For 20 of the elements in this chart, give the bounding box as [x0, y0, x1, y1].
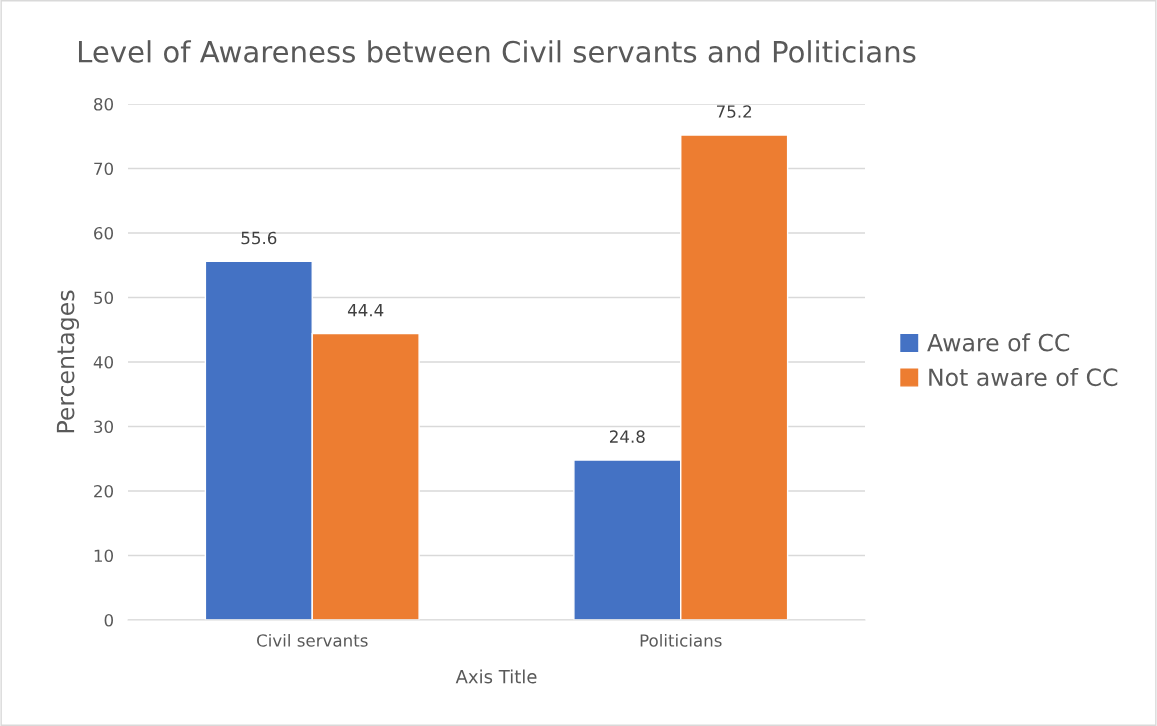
data-label: 75.2 — [716, 105, 752, 118]
y-tick-label: 70 — [94, 162, 113, 176]
x-tick-label: Civil servants — [257, 633, 368, 647]
y-tick-label: 60 — [94, 226, 113, 240]
y-tick-label: 0 — [104, 613, 113, 627]
data-label: 44.4 — [347, 304, 384, 317]
legend-label: Not aware of CC — [929, 367, 1118, 387]
data-label: 24.8 — [609, 430, 645, 443]
x-tick-label: Politicians — [640, 633, 722, 647]
y-tick-label: 10 — [94, 549, 113, 563]
data-label: 55.6 — [241, 231, 277, 245]
y-tick-label: 20 — [94, 484, 113, 498]
y-tick-label: 80 — [94, 97, 113, 111]
chart-title: Level of Awareness between Civil servants and Politicians — [78, 40, 916, 63]
y-tick-label: 40 — [93, 355, 113, 369]
legend-label: Aware of CC — [927, 333, 1070, 352]
y-tick-label: 30 — [94, 420, 113, 434]
y-tick-label: 50 — [94, 291, 113, 305]
x-axis-title: Axis Title — [455, 669, 537, 684]
y-axis-title: Percentages — [56, 290, 80, 433]
